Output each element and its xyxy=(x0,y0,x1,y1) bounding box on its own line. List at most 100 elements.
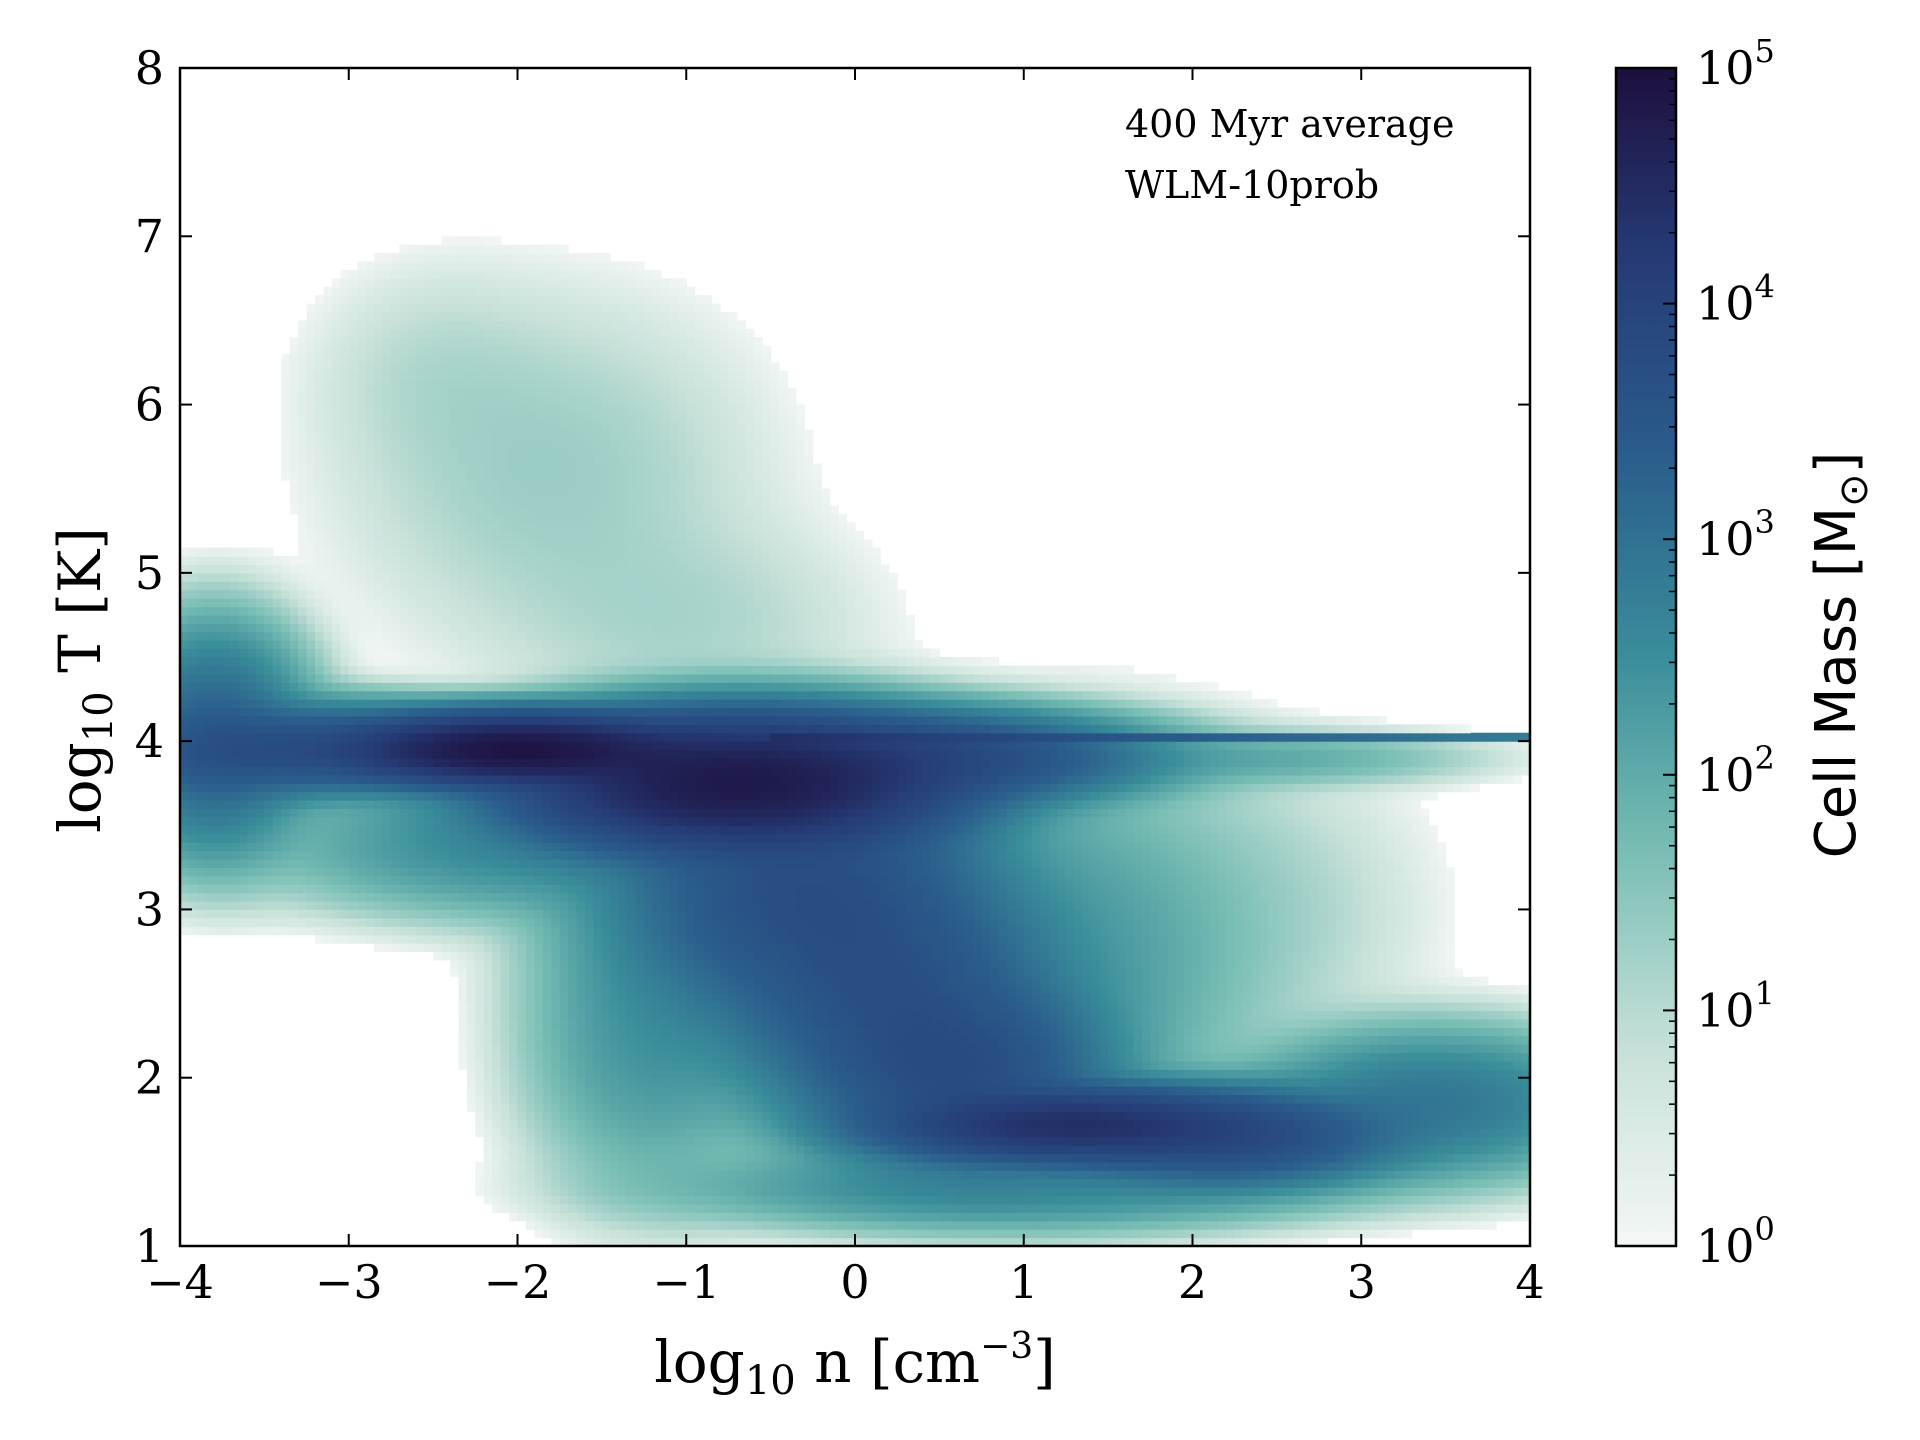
heatmap-cell xyxy=(180,631,190,641)
heatmap-cell xyxy=(534,926,544,936)
heatmap-cell xyxy=(559,699,569,709)
heatmap-cell xyxy=(466,556,476,566)
heatmap-cell xyxy=(441,261,451,271)
heatmap-cell xyxy=(458,959,468,969)
heatmap-cell xyxy=(500,556,510,566)
heatmap-cell xyxy=(652,1001,662,1011)
heatmap-cell xyxy=(551,253,561,263)
heatmap-cell xyxy=(331,842,341,852)
heatmap-cell xyxy=(559,455,569,465)
heatmap-cell xyxy=(525,959,535,969)
heatmap-cell xyxy=(593,884,603,894)
heatmap-cell xyxy=(585,337,595,347)
heatmap-cell xyxy=(188,715,198,725)
heatmap-cell xyxy=(559,867,569,877)
heatmap-cell xyxy=(483,244,493,254)
heatmap-cell xyxy=(551,1203,561,1213)
heatmap-cell xyxy=(188,850,198,860)
heatmap-cell xyxy=(424,455,434,465)
heatmap-cell xyxy=(483,480,493,490)
heatmap-cell xyxy=(500,455,510,465)
heatmap-cell xyxy=(323,640,333,650)
heatmap-cell xyxy=(618,665,628,675)
heatmap-cell xyxy=(517,943,527,953)
heatmap-cell xyxy=(230,614,240,624)
heatmap-cell xyxy=(534,1102,544,1112)
heatmap-cell xyxy=(382,370,392,380)
heatmap-cell xyxy=(458,581,468,591)
heatmap-cell xyxy=(466,1060,476,1070)
heatmap-cell xyxy=(551,926,561,936)
heatmap-cell xyxy=(576,959,586,969)
heatmap-cell xyxy=(365,800,375,810)
heatmap-cell xyxy=(610,1145,620,1155)
heatmap-cell xyxy=(230,631,240,641)
heatmap-cell xyxy=(509,438,519,448)
heatmap-cell xyxy=(517,959,527,969)
heatmap-cell xyxy=(407,253,417,263)
heatmap-cell xyxy=(483,833,493,843)
heatmap-cell xyxy=(205,547,215,557)
heatmap-cell xyxy=(500,665,510,675)
heatmap-cell xyxy=(374,909,384,919)
heatmap-cell xyxy=(568,1018,578,1028)
heatmap-cell xyxy=(509,1102,519,1112)
heatmap-cell xyxy=(416,345,426,355)
heatmap-cell xyxy=(542,412,552,422)
heatmap-cell xyxy=(306,606,316,616)
heatmap-cell xyxy=(542,1094,552,1104)
heatmap-cell xyxy=(416,640,426,650)
heatmap-cell xyxy=(374,614,384,624)
heatmap-cell xyxy=(458,421,468,431)
heatmap-cell xyxy=(635,816,645,826)
heatmap-cell xyxy=(399,244,409,254)
heatmap-cell xyxy=(542,488,552,498)
heatmap-cell xyxy=(247,858,257,868)
heatmap-cell xyxy=(399,412,409,422)
heatmap-cell xyxy=(188,581,198,591)
heatmap-cell xyxy=(407,842,417,852)
heatmap-cell xyxy=(357,757,367,767)
heatmap-cell xyxy=(213,732,223,742)
heatmap-cell xyxy=(576,261,586,271)
heatmap-cell xyxy=(357,303,367,313)
heatmap-cell xyxy=(517,682,527,692)
heatmap-cell xyxy=(315,623,325,633)
heatmap-cell xyxy=(348,614,358,624)
heatmap-cell xyxy=(492,648,502,658)
heatmap-cell xyxy=(500,724,510,734)
heatmap-cell xyxy=(610,488,620,498)
heatmap-cell xyxy=(635,1128,645,1138)
heatmap-cell xyxy=(323,665,333,675)
heatmap-cell xyxy=(534,1178,544,1188)
heatmap-cell xyxy=(601,909,611,919)
heatmap-cell xyxy=(374,539,384,549)
heatmap-cell xyxy=(509,732,519,742)
heatmap-cell xyxy=(323,370,333,380)
heatmap-cell xyxy=(450,328,460,338)
heatmap-cell xyxy=(315,808,325,818)
heatmap-cell xyxy=(635,412,645,422)
heatmap-cell xyxy=(247,606,257,616)
heatmap-cell xyxy=(188,884,198,894)
heatmap-cell xyxy=(306,513,316,523)
heatmap-cell xyxy=(289,850,299,860)
heatmap-cell xyxy=(500,1010,510,1020)
heatmap-cell xyxy=(264,606,274,616)
heatmap-cell xyxy=(652,1035,662,1045)
heatmap-cell xyxy=(382,657,392,667)
heatmap-cell xyxy=(458,1027,468,1037)
heatmap-cell xyxy=(458,547,468,557)
heatmap-cell xyxy=(255,564,265,574)
heatmap-cell xyxy=(652,783,662,793)
heatmap-cell xyxy=(441,867,451,877)
heatmap-cell xyxy=(196,581,206,591)
heatmap-cell xyxy=(618,488,628,498)
heatmap-cell xyxy=(500,858,510,868)
heatmap-cell xyxy=(466,766,476,776)
heatmap-cell xyxy=(644,1001,654,1011)
heatmap-cell xyxy=(635,791,645,801)
heatmap-cell xyxy=(458,707,468,717)
heatmap-cell xyxy=(315,354,325,364)
heatmap-cell xyxy=(466,816,476,826)
